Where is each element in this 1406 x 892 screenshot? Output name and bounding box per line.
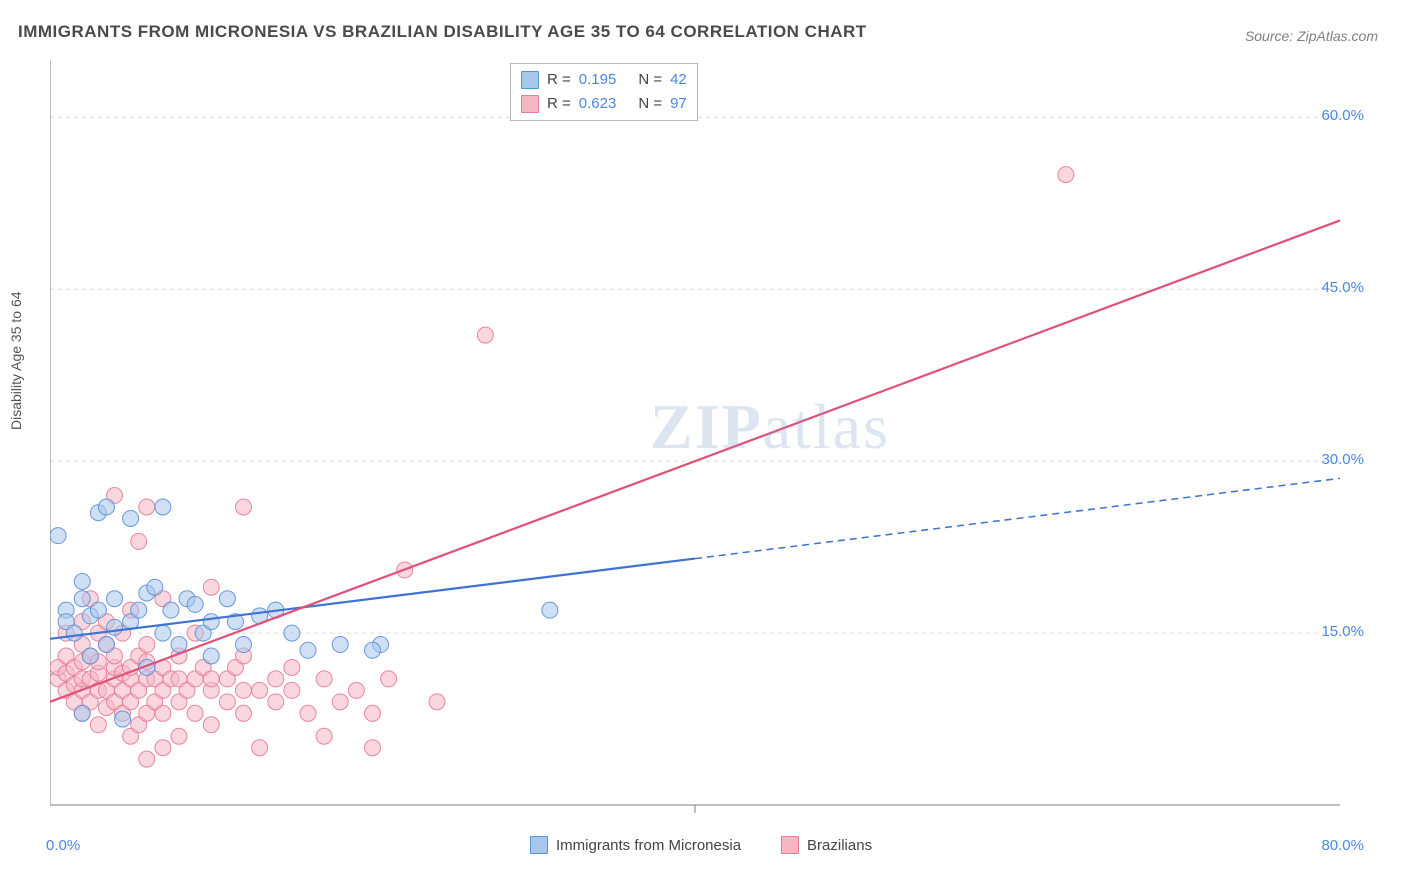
legend-item-brazilians: Brazilians [781,836,872,854]
swatch-bottom-brazilians [781,836,799,854]
swatch-micronesia [521,71,539,89]
swatch-bottom-micronesia [530,836,548,854]
legend-item-micronesia: Immigrants from Micronesia [530,836,741,854]
source-attribution: Source: ZipAtlas.com [1245,28,1378,44]
n-label: N = [638,92,662,116]
correlation-legend: R = 0.195 N = 42 R = 0.623 N = 97 [510,63,698,121]
n-value-brazilians: 97 [670,92,687,116]
source-value: ZipAtlas.com [1297,28,1378,44]
source-label: Source: [1245,28,1293,44]
legend-label-brazilians: Brazilians [807,837,872,854]
x-tick-0: 0.0% [46,837,80,854]
r-value-micronesia: 0.195 [579,68,617,92]
legend-row-brazilians: R = 0.623 N = 97 [521,92,687,116]
series-legend: Immigrants from Micronesia Brazilians [530,836,872,854]
n-label: N = [638,68,662,92]
swatch-brazilians [521,95,539,113]
legend-row-micronesia: R = 0.195 N = 42 [521,68,687,92]
y-tick-3: 60.0% [1321,107,1364,124]
r-value-brazilians: 0.623 [579,92,617,116]
x-tick-1: 80.0% [1321,837,1364,854]
chart-plot-area: R = 0.195 N = 42 R = 0.623 N = 97 ZIPatl… [50,60,1370,830]
n-value-micronesia: 42 [670,68,687,92]
chart-svg [50,60,1370,830]
y-axis-label: Disability Age 35 to 64 [8,291,24,430]
y-tick-0: 15.0% [1321,623,1364,640]
r-label: R = [547,68,571,92]
y-tick-2: 45.0% [1321,279,1364,296]
r-label: R = [547,92,571,116]
chart-title: IMMIGRANTS FROM MICRONESIA VS BRAZILIAN … [18,22,867,42]
legend-label-micronesia: Immigrants from Micronesia [556,837,741,854]
y-tick-1: 30.0% [1321,451,1364,468]
